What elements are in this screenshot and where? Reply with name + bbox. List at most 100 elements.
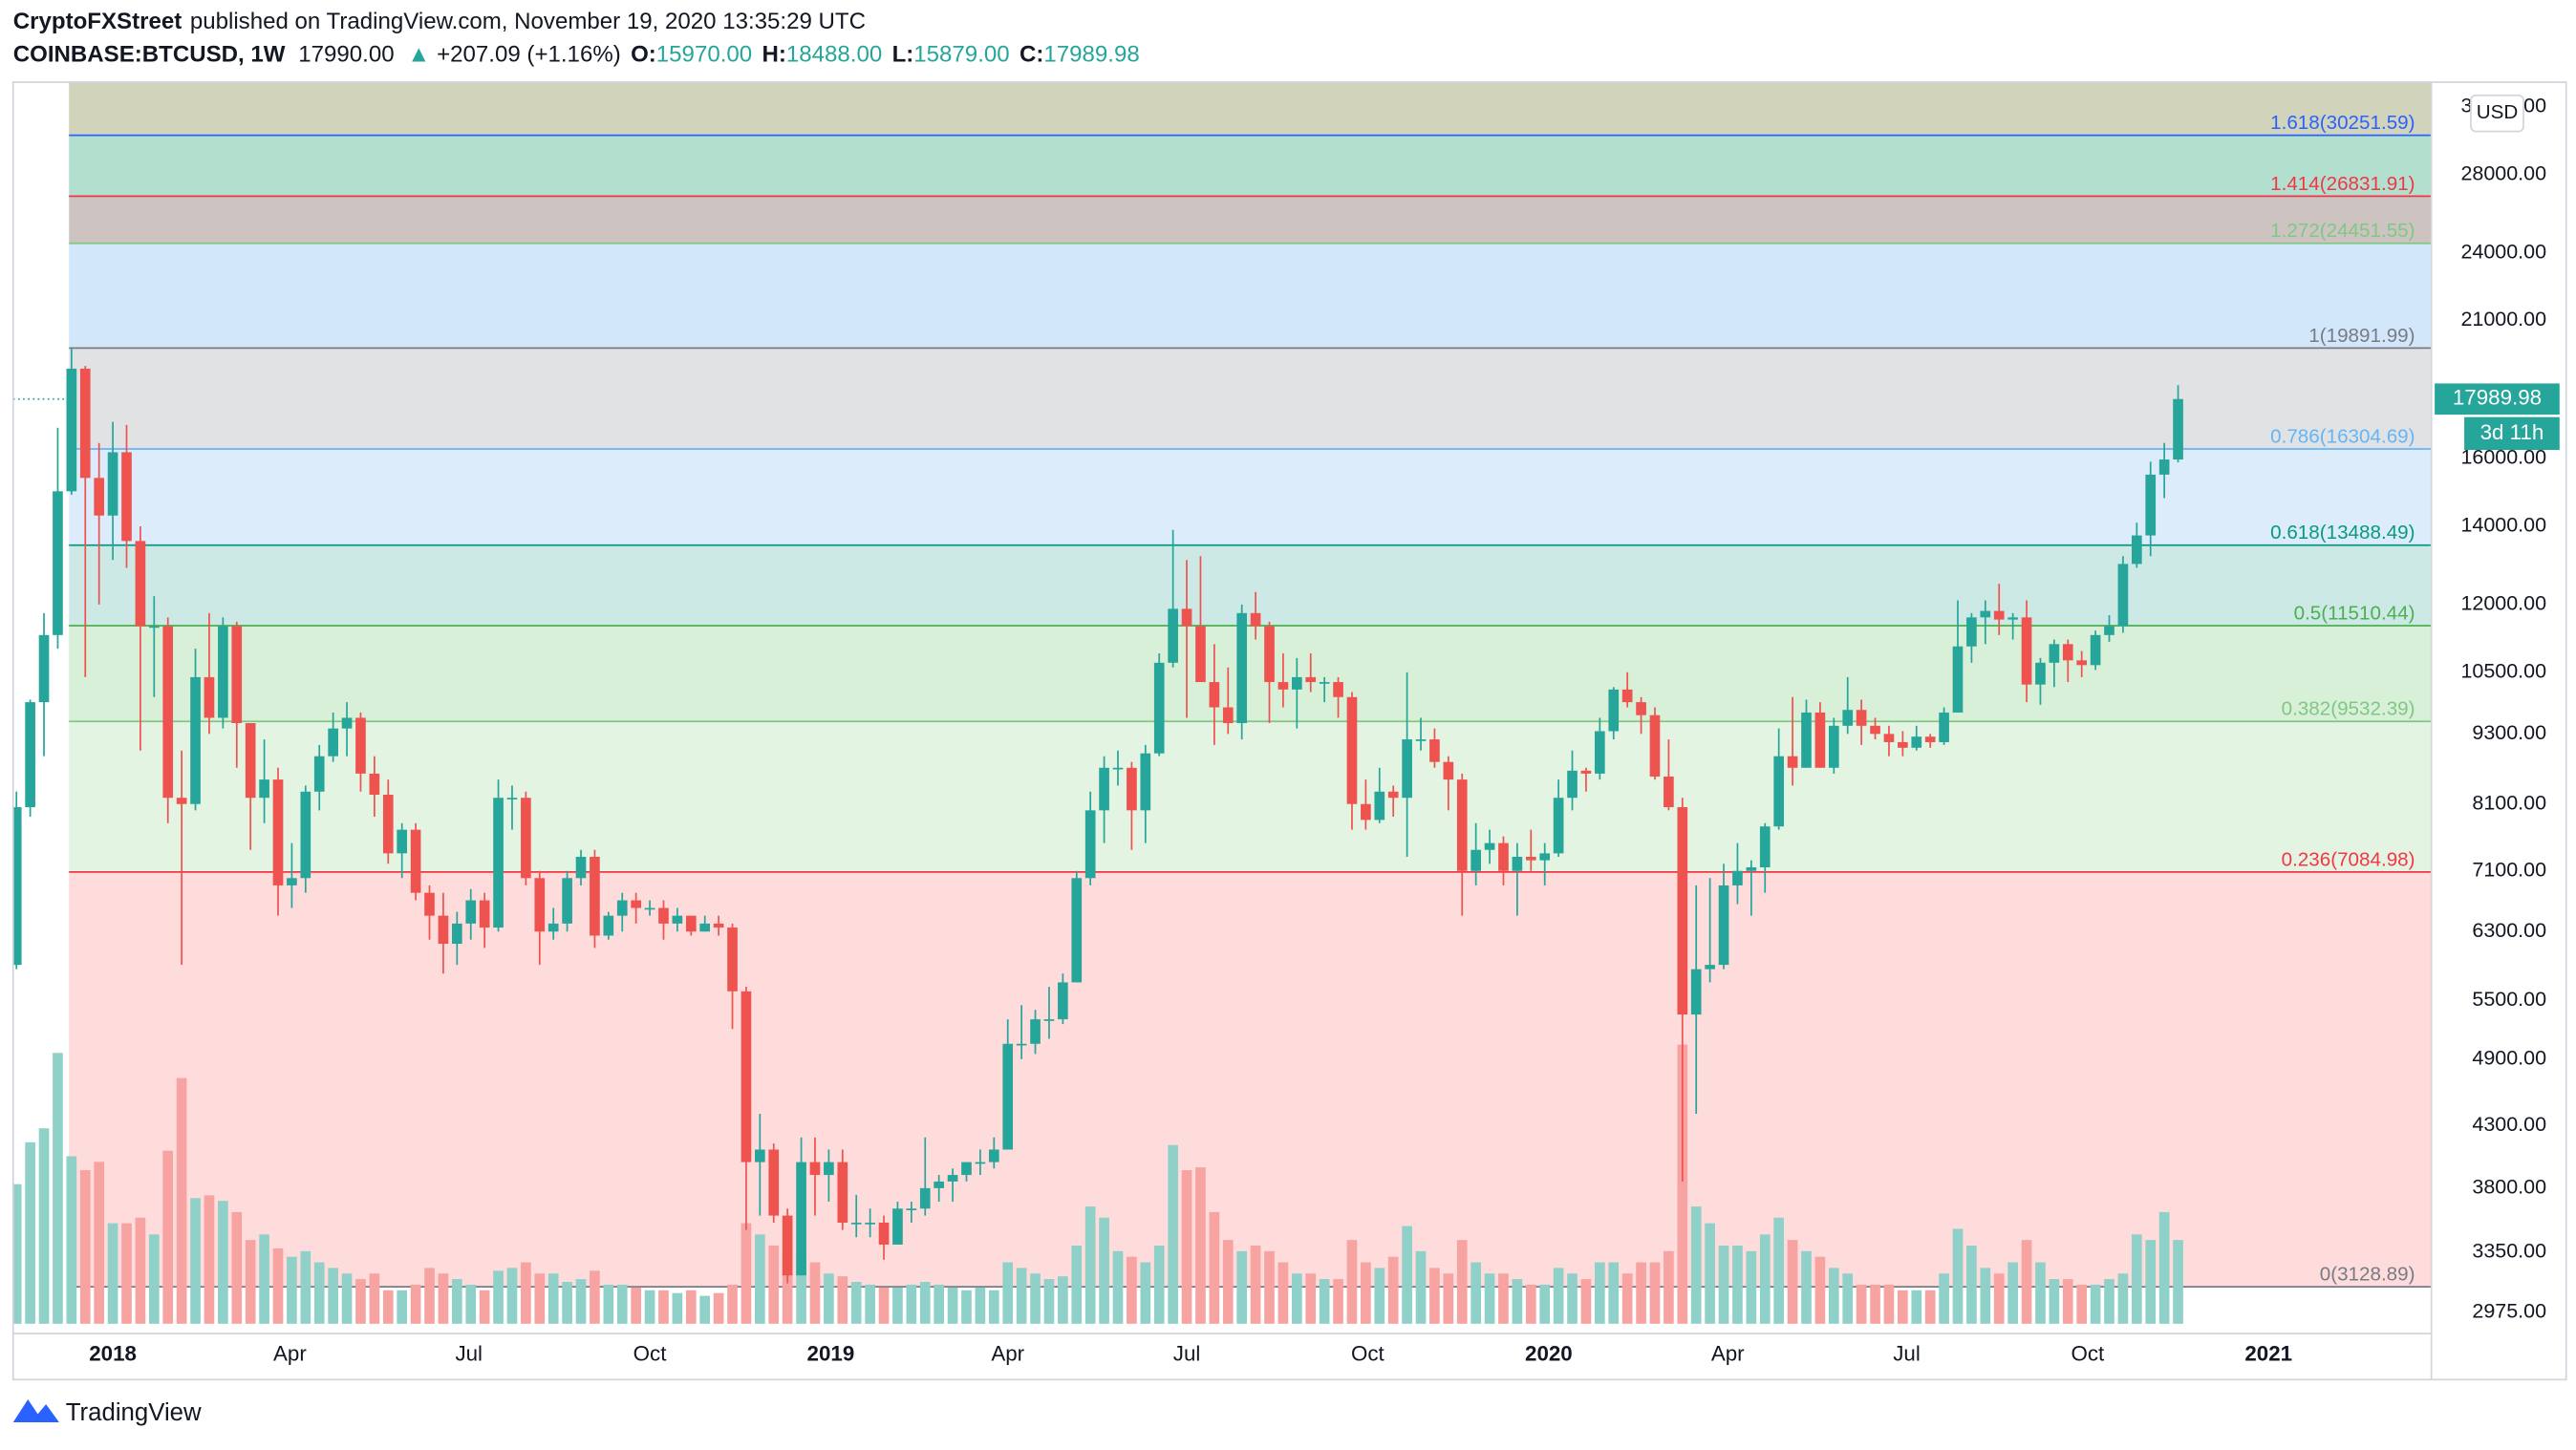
candle-body bbox=[2049, 644, 2060, 663]
volume-bar bbox=[1002, 1262, 1014, 1324]
volume-bar bbox=[1319, 1279, 1330, 1324]
candle-body bbox=[1484, 842, 1495, 850]
volume-bar bbox=[382, 1290, 394, 1324]
volume-bar bbox=[919, 1282, 931, 1324]
countdown-box bbox=[2464, 416, 2560, 451]
author: CryptoFXStreet bbox=[13, 9, 182, 34]
candle-body bbox=[1168, 608, 1178, 663]
volume-bar bbox=[562, 1282, 572, 1324]
fib-zone bbox=[69, 81, 2432, 136]
candle-body bbox=[1264, 626, 1275, 683]
candle-body bbox=[1883, 734, 1895, 742]
volume-bar bbox=[1966, 1246, 1977, 1324]
fib-label: 1(19891.99) bbox=[2308, 325, 2415, 347]
candle-body bbox=[562, 878, 572, 924]
volume-bar bbox=[1580, 1279, 1592, 1324]
volume-bar bbox=[355, 1279, 366, 1324]
candle-body bbox=[1195, 626, 1206, 683]
y-tick-label: 10500.00 bbox=[2460, 660, 2546, 683]
volume-bar bbox=[1705, 1223, 1715, 1324]
volume-bar bbox=[934, 1284, 945, 1324]
x-tick-label: 2020 bbox=[1525, 1341, 1573, 1365]
volume-bar bbox=[1236, 1250, 1248, 1324]
candle-body bbox=[1952, 646, 1964, 713]
candle-body bbox=[1911, 736, 1922, 748]
volume-bar bbox=[1842, 1273, 1854, 1324]
candle-body bbox=[824, 1162, 834, 1176]
candle-body bbox=[2173, 398, 2183, 460]
candle-body bbox=[506, 798, 518, 800]
candle-body bbox=[355, 717, 366, 774]
volume-bar bbox=[1168, 1144, 1178, 1324]
candle-body bbox=[947, 1175, 958, 1182]
candle-body bbox=[1924, 736, 1936, 742]
candle-body bbox=[658, 907, 669, 924]
candle-body bbox=[1595, 731, 1605, 774]
volume-bar bbox=[2104, 1279, 2114, 1324]
volume-bar bbox=[1664, 1250, 1674, 1324]
candle-body bbox=[1980, 610, 1991, 618]
y-tick-label: 28000.00 bbox=[2460, 161, 2546, 184]
volume-bar bbox=[1773, 1217, 1784, 1324]
fib-zone bbox=[69, 135, 2432, 197]
volume-bar bbox=[313, 1262, 325, 1324]
volume-bar bbox=[2062, 1279, 2073, 1324]
ohlc-key: O: bbox=[631, 42, 656, 68]
x-tick-label: Apr bbox=[1711, 1341, 1745, 1365]
volume-bar bbox=[479, 1290, 490, 1324]
volume-bar bbox=[1828, 1268, 1839, 1324]
fib-label: 0.382(9532.39) bbox=[2282, 698, 2415, 720]
volume-bar bbox=[1361, 1262, 1371, 1324]
candle-body bbox=[1456, 779, 1468, 871]
candle-body bbox=[1636, 702, 1646, 715]
candle-body bbox=[727, 928, 738, 992]
volume-bar bbox=[1787, 1240, 1798, 1324]
volume-bar bbox=[534, 1273, 546, 1324]
y-tick-label: 7100.00 bbox=[2472, 858, 2546, 881]
fib-zone bbox=[69, 871, 2432, 1288]
y-tick-label: 2975.00 bbox=[2472, 1300, 2546, 1323]
candle-body bbox=[1801, 712, 1812, 768]
candle-body bbox=[1209, 682, 1220, 708]
y-tick-label: 6300.00 bbox=[2472, 919, 2546, 942]
volume-bar bbox=[328, 1268, 338, 1324]
fib-label: 1.618(30251.59) bbox=[2270, 112, 2415, 134]
volume-bar bbox=[506, 1268, 518, 1324]
volume-bar bbox=[410, 1284, 421, 1324]
candle-body bbox=[672, 915, 683, 924]
volume-bar bbox=[1374, 1268, 1385, 1324]
candle-body bbox=[1374, 791, 1385, 821]
candle-body bbox=[1677, 807, 1688, 1015]
candle-body bbox=[2090, 634, 2101, 666]
volume-bar bbox=[272, 1247, 284, 1324]
volume-bar bbox=[12, 1183, 22, 1324]
x-tick-label: 2021 bbox=[2244, 1341, 2292, 1365]
candle-body bbox=[107, 452, 118, 516]
candle-body bbox=[699, 923, 711, 932]
volume-bar bbox=[1333, 1279, 1343, 1324]
ohlc-value: 17989.98 bbox=[1043, 42, 1139, 68]
candle-body bbox=[2076, 660, 2088, 666]
candle-body bbox=[1856, 710, 1867, 726]
publisher-line: CryptoFXStreet published on TradingView.c… bbox=[13, 9, 866, 34]
volume-bar bbox=[424, 1268, 435, 1324]
candle-body bbox=[685, 915, 697, 932]
candle-body bbox=[782, 1215, 793, 1276]
candle-body bbox=[341, 717, 353, 729]
candle-body bbox=[1608, 689, 1620, 732]
volume-bar bbox=[975, 1287, 986, 1324]
y-tick-label: 4900.00 bbox=[2472, 1046, 2546, 1069]
volume-bar bbox=[1746, 1250, 1757, 1324]
candle-body bbox=[1966, 617, 1977, 647]
volume-bar bbox=[782, 1253, 793, 1324]
candle-body bbox=[1030, 1019, 1041, 1044]
last-price-box bbox=[2435, 383, 2560, 416]
volume-bar bbox=[218, 1201, 228, 1324]
x-tick-label: Jul bbox=[1893, 1341, 1921, 1365]
candle-body bbox=[1498, 842, 1509, 871]
volume-bar bbox=[1608, 1262, 1620, 1324]
volume-bar bbox=[1058, 1276, 1068, 1324]
volume-bar bbox=[1539, 1284, 1551, 1324]
candle-body bbox=[837, 1162, 848, 1224]
candle-body bbox=[878, 1223, 890, 1245]
